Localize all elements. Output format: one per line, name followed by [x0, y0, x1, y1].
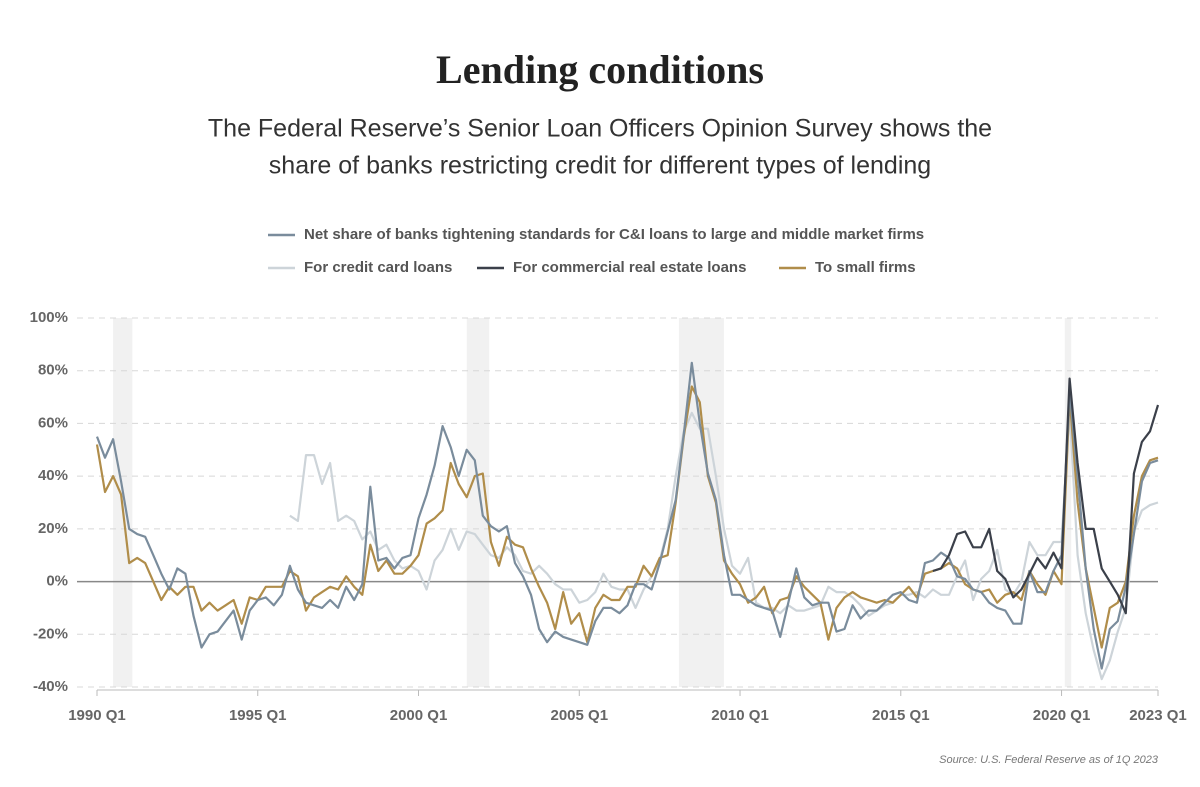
chart-subtitle: share of banks restricting credit for di… — [269, 152, 931, 180]
shaded-period — [466, 318, 490, 687]
x-tick-label: 2023 Q1 — [1129, 707, 1187, 724]
y-tick-label: 40% — [38, 467, 68, 484]
chart-title: Lending conditions — [436, 47, 764, 92]
x-tick-label: 2010 Q1 — [711, 707, 769, 724]
legend-label: Net share of banks tightening standards … — [304, 226, 924, 243]
x-tick-label: 1990 Q1 — [68, 707, 126, 724]
x-tick-label: 1995 Q1 — [229, 707, 287, 724]
x-tick-label: 2015 Q1 — [872, 707, 930, 724]
x-tick-label: 2000 Q1 — [390, 707, 448, 724]
y-tick-label: 100% — [30, 309, 68, 326]
legend-label: To small firms — [815, 259, 916, 276]
y-tick-label: 0% — [46, 573, 68, 590]
series-line — [932, 377, 1160, 615]
series-line — [95, 361, 1159, 670]
x-tick-label: 2005 Q1 — [550, 707, 608, 724]
shaded-period — [1064, 318, 1072, 687]
legend-label: For credit card loans — [304, 259, 452, 276]
y-tick-label: -20% — [33, 625, 68, 642]
source-note: Source: U.S. Federal Reserve as of 1Q 20… — [939, 754, 1159, 766]
y-tick-label: 80% — [38, 362, 68, 379]
y-tick-label: 60% — [38, 414, 68, 431]
chart-subtitle: The Federal Reserve’s Senior Loan Office… — [208, 115, 992, 143]
legend-label: For commercial real estate loans — [513, 259, 746, 276]
y-tick-label: -40% — [33, 678, 68, 695]
y-tick-label: 20% — [38, 520, 68, 537]
x-tick-label: 2020 Q1 — [1033, 707, 1091, 724]
